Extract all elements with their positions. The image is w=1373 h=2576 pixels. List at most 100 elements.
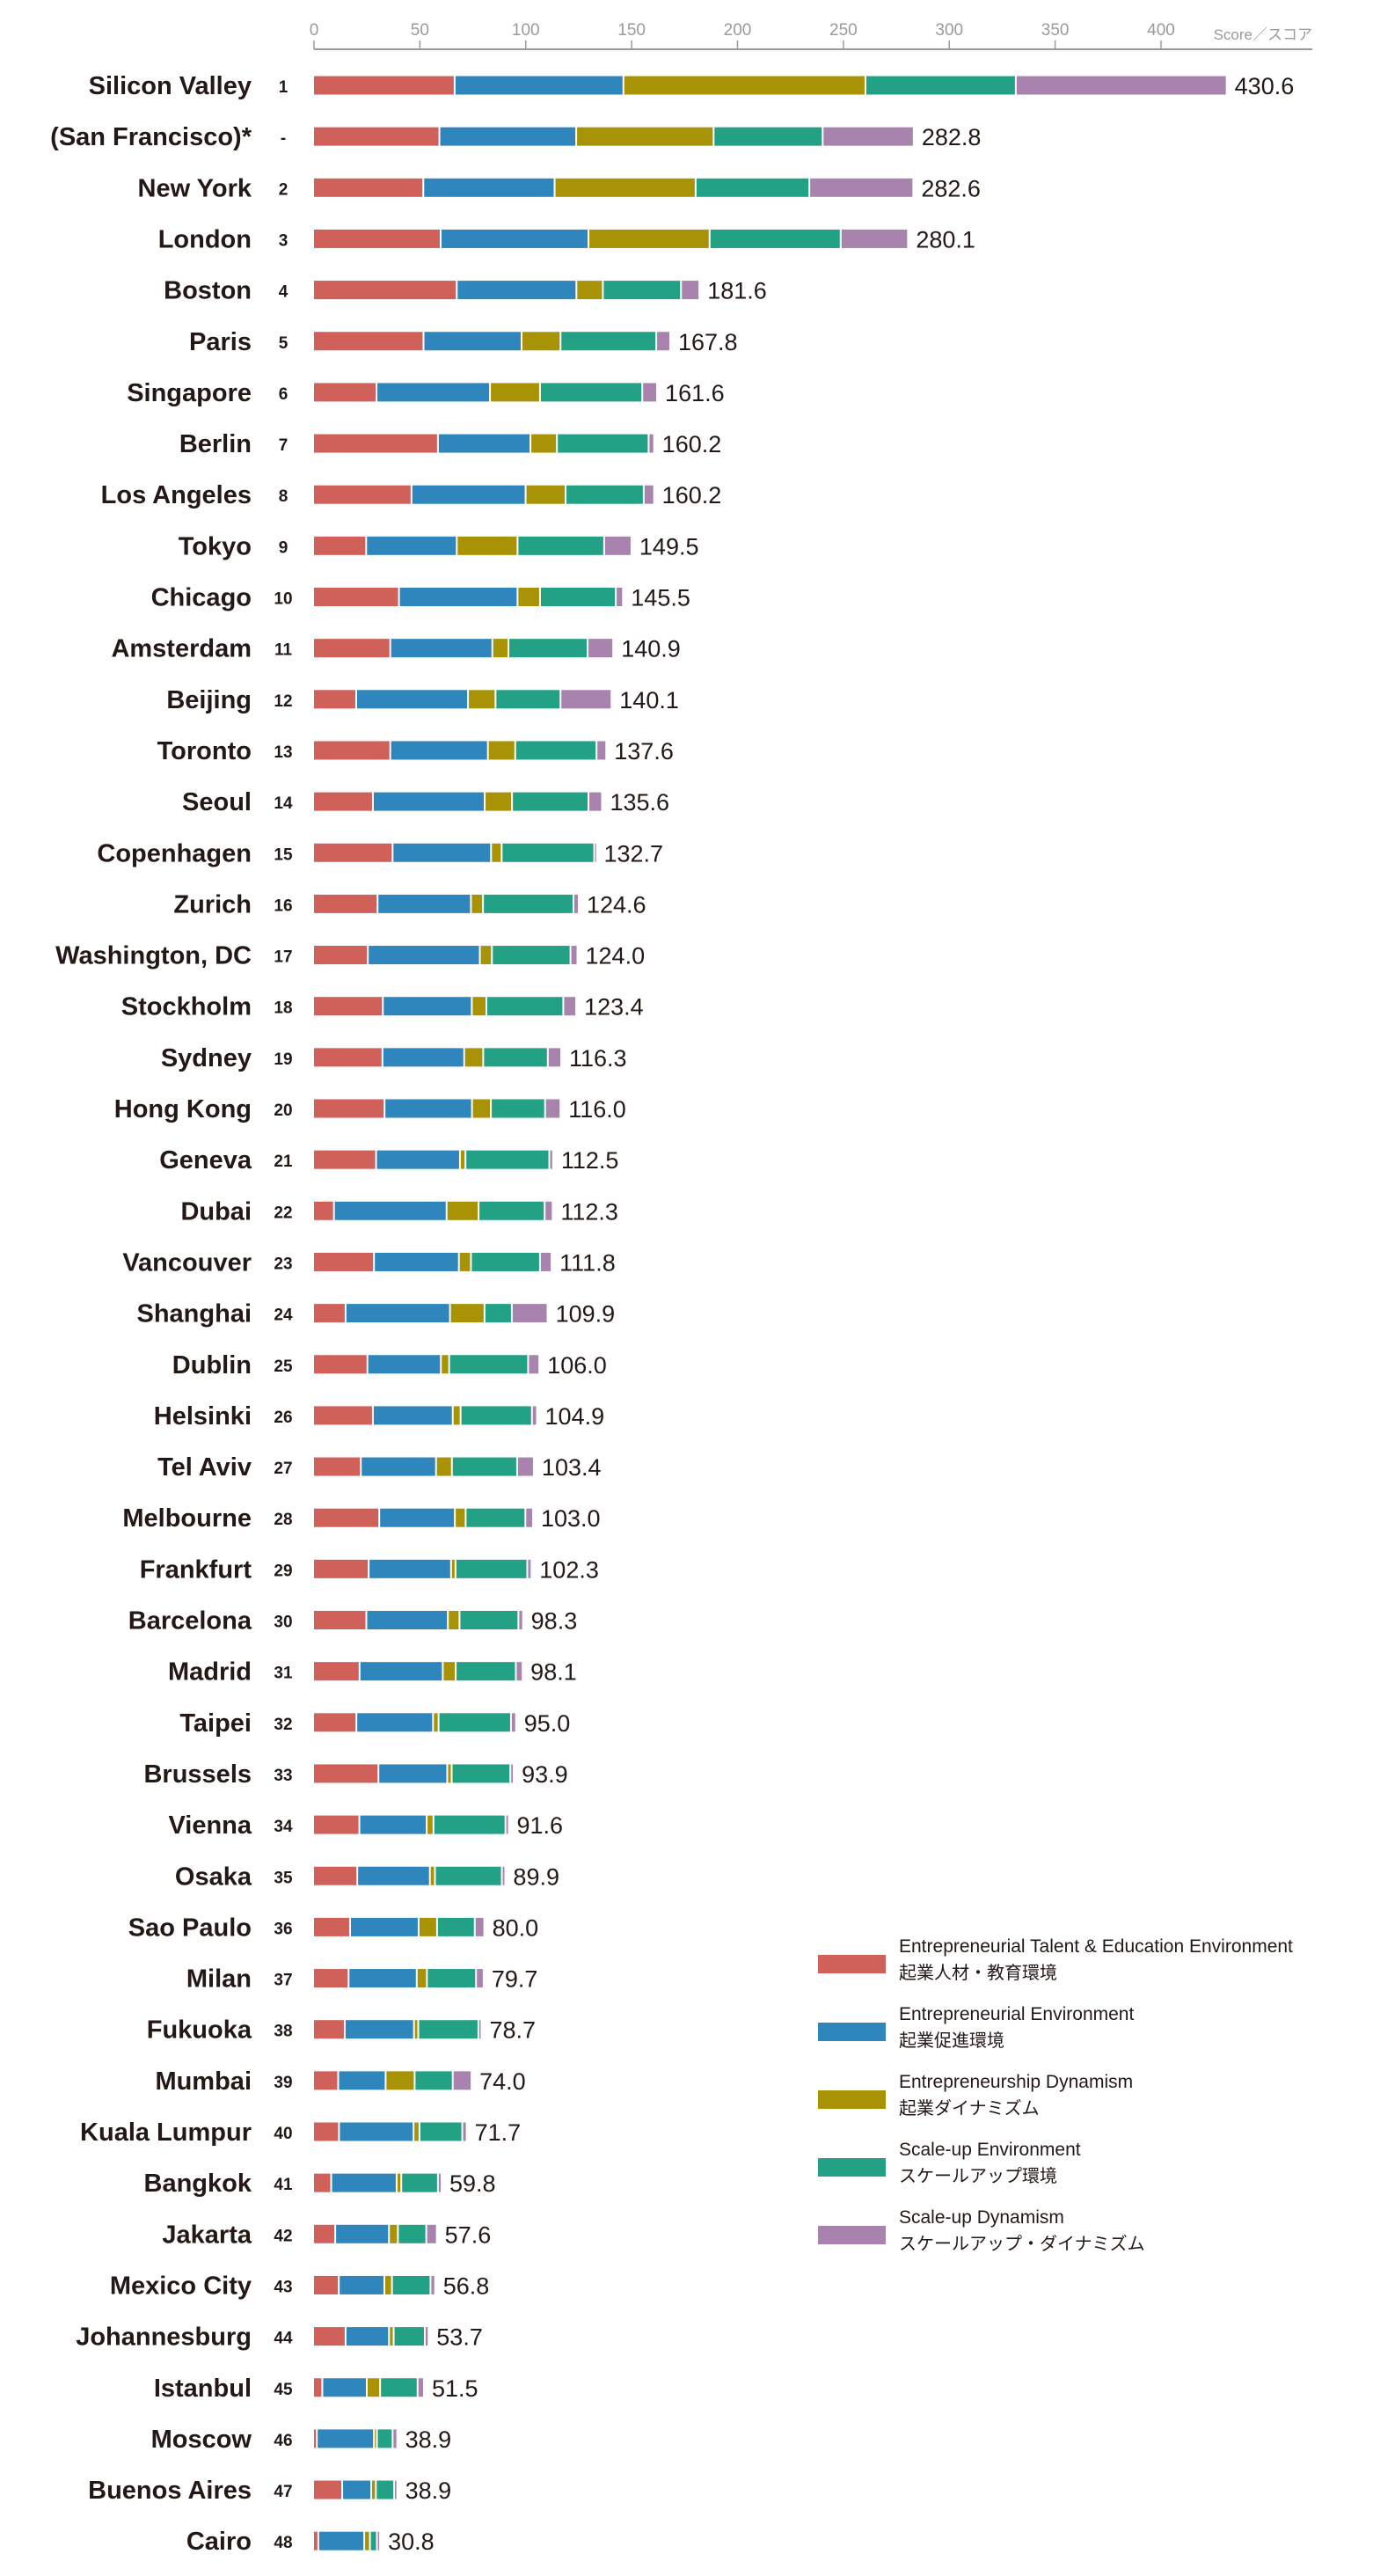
bar-segment-talent-education [314, 434, 437, 453]
bar-segment-talent-education [314, 1355, 367, 1374]
city-label: Tel Aviv [157, 1453, 252, 1482]
value-label: 104.9 [545, 1403, 605, 1430]
city-label: Buenos Aires [88, 2477, 252, 2505]
bar-segment-scaleup-env [439, 1713, 510, 1732]
bar-row: Stockholm 18 123.4 [121, 993, 644, 1021]
bar-segment-entrepreneurial-env [373, 792, 485, 811]
legend-label-ja: 起業ダイナミズム [899, 2097, 1040, 2119]
bar-segment-scaleup-dynamism [810, 178, 913, 197]
city-label: Stockholm [121, 993, 252, 1021]
bar-segment-scaleup-env [461, 1406, 531, 1425]
rank-label: 15 [274, 845, 293, 864]
bar-row: Madrid 31 98.1 [168, 1658, 577, 1687]
bar-row: Paris 5 167.8 [189, 328, 738, 356]
bar-row: Kuala Lumpur 40 71.7 [80, 2119, 521, 2147]
bar-row: Johannesburg 44 53.7 [76, 2324, 483, 2352]
bar-segment-talent-education [314, 383, 376, 402]
bar-segment-entrepreneurial-env [349, 1969, 416, 1988]
bar-row: New York 2 282.6 [138, 174, 981, 202]
bar-segment-entrepreneurship-dynamism [427, 1815, 433, 1834]
bar-segment-scaleup-env [484, 894, 573, 913]
x-tick-label: 250 [829, 21, 858, 40]
rank-label: 35 [274, 1869, 293, 1887]
value-label: 124.0 [586, 943, 646, 970]
value-label: 56.8 [443, 2272, 490, 2299]
bar-segment-entrepreneurial-env [367, 536, 456, 555]
bar-row: Melbourne 28 103.0 [122, 1504, 600, 1533]
bar-segment-scaleup-dynamism [597, 741, 606, 760]
bar-segment-entrepreneurial-env [323, 2378, 366, 2397]
city-label: Hong Kong [114, 1095, 252, 1123]
bar-row: (San Francisco)* - 282.8 [50, 123, 981, 151]
city-label: Los Angeles [101, 481, 252, 509]
bar-segment-entrepreneurial-env [350, 1917, 418, 1936]
value-label: 95.0 [524, 1710, 571, 1737]
bar-segment-talent-education [314, 485, 411, 504]
bar-segment-entrepreneurship-dynamism [589, 229, 709, 248]
rank-label: 39 [274, 2074, 292, 2092]
bar-segment-scaleup-env [398, 2224, 426, 2243]
value-label: 53.7 [436, 2324, 483, 2351]
bar-row: Sao Paulo 36 80.0 [128, 1914, 538, 1942]
rank-label: 27 [274, 1460, 292, 1478]
value-label: 160.2 [662, 482, 722, 509]
bar-segment-scaleup-dynamism [595, 843, 596, 862]
bar-segment-talent-education [314, 1304, 345, 1323]
bar-segment-talent-education [314, 741, 390, 760]
bar-segment-entrepreneurship-dynamism [436, 1457, 451, 1476]
bar-segment-scaleup-dynamism [528, 1559, 531, 1578]
bar-segment-scaleup-dynamism [478, 2020, 481, 2039]
rank-label: 16 [274, 896, 292, 915]
rank-label: 48 [274, 2534, 292, 2552]
bar-segment-scaleup-env [515, 741, 596, 760]
bar-row: Tel Aviv 27 103.4 [157, 1453, 601, 1482]
value-label: 103.0 [541, 1505, 601, 1532]
bar-segment-scaleup-dynamism [512, 1304, 547, 1323]
rank-label: 30 [274, 1614, 292, 1632]
bar-segment-entrepreneurial-env [438, 434, 530, 453]
bar-row: Toronto 13 137.6 [157, 737, 674, 765]
bar-row: Boston 4 181.6 [164, 277, 767, 305]
bar-segment-talent-education [314, 2224, 335, 2243]
bar-segment-scaleup-dynamism [564, 997, 576, 1016]
city-label: London [158, 225, 252, 253]
bar-segment-entrepreneurship-dynamism [419, 1917, 436, 1936]
value-label: 109.9 [556, 1301, 616, 1328]
value-label: 79.7 [492, 1966, 538, 1993]
bar-segment-scaleup-dynamism [604, 536, 631, 555]
value-label: 112.5 [561, 1147, 619, 1174]
city-label: (San Francisco)* [50, 123, 252, 151]
rank-label: 25 [274, 1358, 293, 1376]
bar-segment-scaleup-env [710, 229, 840, 248]
bar-segment-entrepreneurship-dynamism [555, 178, 695, 197]
value-label: 161.6 [665, 380, 725, 406]
bar-segment-scaleup-env [502, 843, 594, 862]
value-label: 132.7 [603, 840, 663, 867]
bar-segment-entrepreneurship-dynamism [577, 127, 713, 146]
bar-segment-entrepreneurial-env [345, 2020, 413, 2039]
bar-segment-scaleup-dynamism [589, 792, 602, 811]
legend-label-en: Entrepreneurial Talent & Education Envir… [899, 1936, 1293, 1957]
bar-segment-talent-education [314, 1508, 379, 1527]
bar-segment-entrepreneurial-env [357, 1713, 433, 1732]
bar-segment-entrepreneurial-env [455, 76, 623, 95]
bar-segment-talent-education [314, 2480, 342, 2499]
bar-segment-talent-education [314, 1099, 384, 1118]
city-label: Boston [164, 277, 252, 305]
bar-row: Fukuoka 38 78.7 [147, 2016, 536, 2045]
bar-segment-talent-education [314, 2071, 338, 2090]
bar-segment-entrepreneurial-env [378, 894, 471, 913]
bar-segment-entrepreneurship-dynamism [457, 536, 517, 555]
bar-segment-entrepreneurship-dynamism [367, 2378, 380, 2397]
bar-segment-scaleup-dynamism [540, 1252, 551, 1271]
bar-row: Moscow 46 38.9 [151, 2426, 452, 2454]
bar-segment-entrepreneurial-env [340, 2275, 383, 2294]
bar-segment-entrepreneurship-dynamism [448, 1764, 451, 1783]
bar-segment-scaleup-dynamism [657, 332, 669, 351]
bar-segment-talent-education [314, 1048, 382, 1067]
bar-segment-scaleup-dynamism [517, 1457, 533, 1476]
bar-segment-scaleup-env [540, 588, 616, 606]
value-label: 140.1 [619, 687, 679, 714]
bar-row: Jakarta 42 57.6 [162, 2221, 491, 2249]
bar-segment-entrepreneurship-dynamism [430, 1866, 435, 1885]
